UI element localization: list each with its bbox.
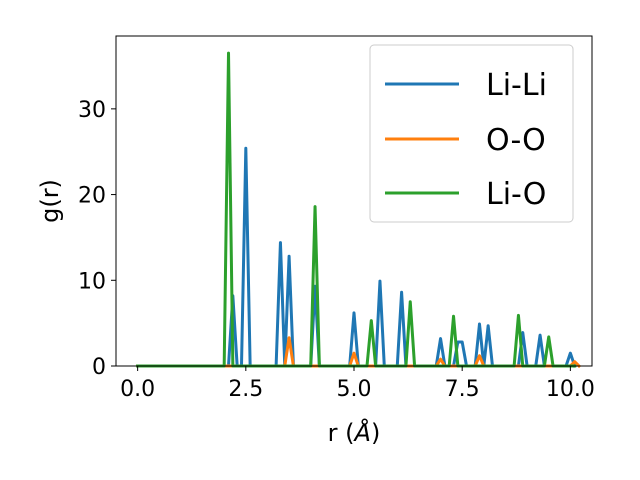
y-axis-label: g(r): [36, 179, 64, 223]
x-tick-label: 0.0: [120, 377, 155, 402]
y-tick-label: 0: [92, 355, 106, 380]
legend-box: [369, 44, 574, 223]
legend-label-o-o: O-O: [486, 123, 546, 158]
legend-label-li-li: Li-Li: [486, 68, 547, 103]
y-tick-label: 30: [78, 98, 106, 123]
y-tick-label: 20: [78, 184, 106, 209]
x-axis-label-close: ): [371, 419, 380, 447]
legend-label-li-o: Li-O: [486, 177, 546, 212]
legend: Li-Li O-O Li-O: [369, 44, 574, 223]
x-tick-label: 2.5: [228, 377, 263, 402]
x-tick-label: 7.5: [445, 377, 480, 402]
x-axis-label-text: r (: [328, 419, 355, 447]
x-axis: 0.0 2.5 5.0 7.5 10.0: [120, 366, 595, 402]
x-tick-label: 5.0: [337, 377, 372, 402]
x-axis-label: r (Å): [328, 418, 381, 447]
x-axis-label-symbol: Å: [353, 418, 371, 447]
x-tick-label: 10.0: [546, 377, 595, 402]
y-axis: 0 10 20 30: [78, 98, 116, 380]
y-tick-label: 10: [78, 269, 106, 294]
